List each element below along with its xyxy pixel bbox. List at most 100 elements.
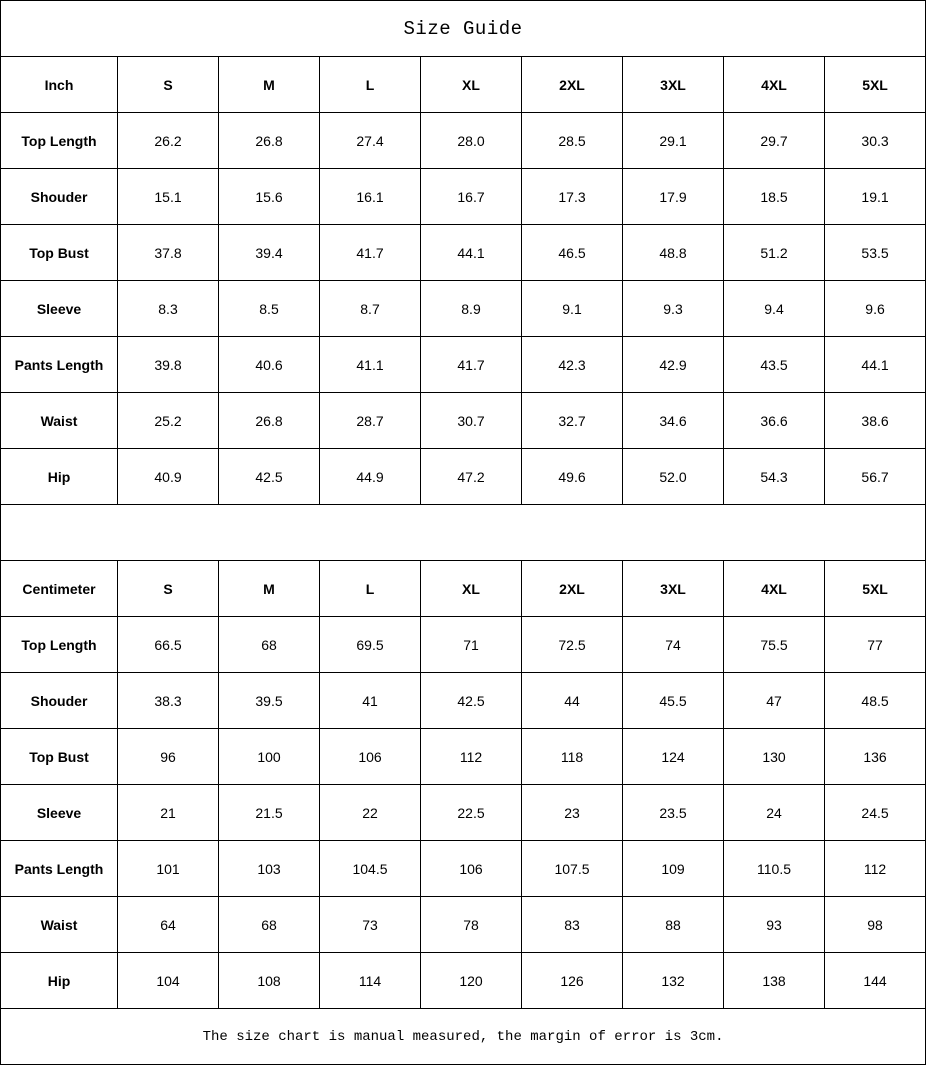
measurement-value: 9.6 [823,280,927,337]
measurement-label: Pants Length [0,336,118,393]
measurement-value: 8.9 [420,280,522,337]
size-header-4xl: 4XL [723,56,825,113]
measurement-value: 28.5 [521,112,623,169]
measurement-value: 52.0 [622,448,724,505]
measurement-value: 108 [218,952,320,1009]
measurement-value: 41 [319,672,421,729]
measurement-value: 114 [319,952,421,1009]
size-header-5xl: 5XL [823,560,927,617]
measurement-value: 106 [420,840,522,897]
measurement-label: Top Length [0,616,118,673]
table-row: Hip 104 108 114 120 126 132 138 144 [0,952,927,1009]
size-header-xl: XL [420,560,522,617]
measurement-value: 21.5 [218,784,320,841]
measurement-label: Hip [0,448,118,505]
measurement-value: 23.5 [622,784,724,841]
measurement-value: 9.3 [622,280,724,337]
centimeter-header-row: Centimeter S M L XL 2XL 3XL 4XL 5XL [0,560,927,617]
inch-header-row: Inch S M L XL 2XL 3XL 4XL 5XL [0,56,927,113]
measurement-value: 19.1 [823,168,927,225]
table-row: Pants Length 101 103 104.5 106 107.5 109 110.5 1… [0,840,927,897]
measurement-value: 42.3 [521,336,623,393]
size-header-xl: XL [420,56,522,113]
measurement-value: 101 [117,840,219,897]
measurement-value: 53.5 [823,224,927,281]
table-row: Shouder 15.1 15.6 16.1 16.7 17.3 17.9 18.5 19.1 [0,168,927,225]
measurement-value: 41.7 [420,336,522,393]
measurement-value: 132 [622,952,724,1009]
measurement-value: 93 [723,896,825,953]
measurement-value: 112 [420,728,522,785]
table-row: Hip 40.9 42.5 44.9 47.2 49.6 52.0 54.3 56.7 [0,448,927,505]
measurement-value: 45.5 [622,672,724,729]
measurement-value: 32.7 [521,392,623,449]
measurement-value: 28.7 [319,392,421,449]
measurement-value: 104.5 [319,840,421,897]
measurement-value: 74 [622,616,724,673]
measurement-value: 69.5 [319,616,421,673]
size-header-l: L [319,56,421,113]
measurement-label: Shouder [0,168,118,225]
measurement-value: 51.2 [723,224,825,281]
measurement-value: 8.5 [218,280,320,337]
table-row: Waist 64 68 73 78 83 88 93 98 [0,896,927,953]
measurement-value: 46.5 [521,224,623,281]
size-header-s: S [117,56,219,113]
measurement-value: 30.7 [420,392,522,449]
size-header-m: M [218,560,320,617]
measurement-value: 8.7 [319,280,421,337]
measurement-value: 98 [823,896,927,953]
measurement-value: 42.9 [622,336,724,393]
size-header-s: S [117,560,219,617]
measurement-value: 34.6 [622,392,724,449]
measurement-label: Top Bust [0,728,118,785]
measurement-value: 17.9 [622,168,724,225]
table-row: Pants Length 39.8 40.6 41.1 41.7 42.3 42.9 43.5… [0,336,927,393]
measurement-value: 88 [622,896,724,953]
measurement-value: 73 [319,896,421,953]
measurement-value: 126 [521,952,623,1009]
measurement-value: 48.8 [622,224,724,281]
measurement-value: 44.1 [823,336,927,393]
measurement-value: 18.5 [723,168,825,225]
measurement-value: 41.1 [319,336,421,393]
measurement-value: 44 [521,672,623,729]
measurement-value: 40.9 [117,448,219,505]
measurement-value: 72.5 [521,616,623,673]
measurement-value: 107.5 [521,840,623,897]
measurement-value: 38.3 [117,672,219,729]
measurement-label: Sleeve [0,784,118,841]
spacer-row [0,504,927,561]
table-row: Sleeve 8.3 8.5 8.7 8.9 9.1 9.3 9.4 9.6 [0,280,927,337]
measurement-value: 104 [117,952,219,1009]
measurement-value: 39.4 [218,224,320,281]
measurement-value: 16.1 [319,168,421,225]
measurement-value: 17.3 [521,168,623,225]
measurement-value: 38.6 [823,392,927,449]
measurement-value: 44.1 [420,224,522,281]
measurement-value: 78 [420,896,522,953]
size-header-2xl: 2XL [521,56,623,113]
table-row: Waist 25.2 26.8 28.7 30.7 32.7 34.6 36.6 38.6 [0,392,927,449]
measurement-value: 136 [823,728,927,785]
measurement-value: 83 [521,896,623,953]
measurement-label: Top Length [0,112,118,169]
measurement-label: Hip [0,952,118,1009]
measurement-value: 56.7 [823,448,927,505]
measurement-value: 48.5 [823,672,927,729]
measurement-value: 42.5 [218,448,320,505]
footer-note: The size chart is manual measured, the m… [0,1008,927,1065]
measurement-value: 42.5 [420,672,522,729]
measurement-value: 22 [319,784,421,841]
measurement-value: 29.1 [622,112,724,169]
measurement-value: 27.4 [319,112,421,169]
measurement-value: 16.7 [420,168,522,225]
measurement-value: 144 [823,952,927,1009]
measurement-value: 68 [218,896,320,953]
measurement-value: 120 [420,952,522,1009]
measurement-value: 23 [521,784,623,841]
measurement-label: Sleeve [0,280,118,337]
table-row: Top Bust 96 100 106 112 118 124 130 136 [0,728,927,785]
size-header-4xl: 4XL [723,560,825,617]
